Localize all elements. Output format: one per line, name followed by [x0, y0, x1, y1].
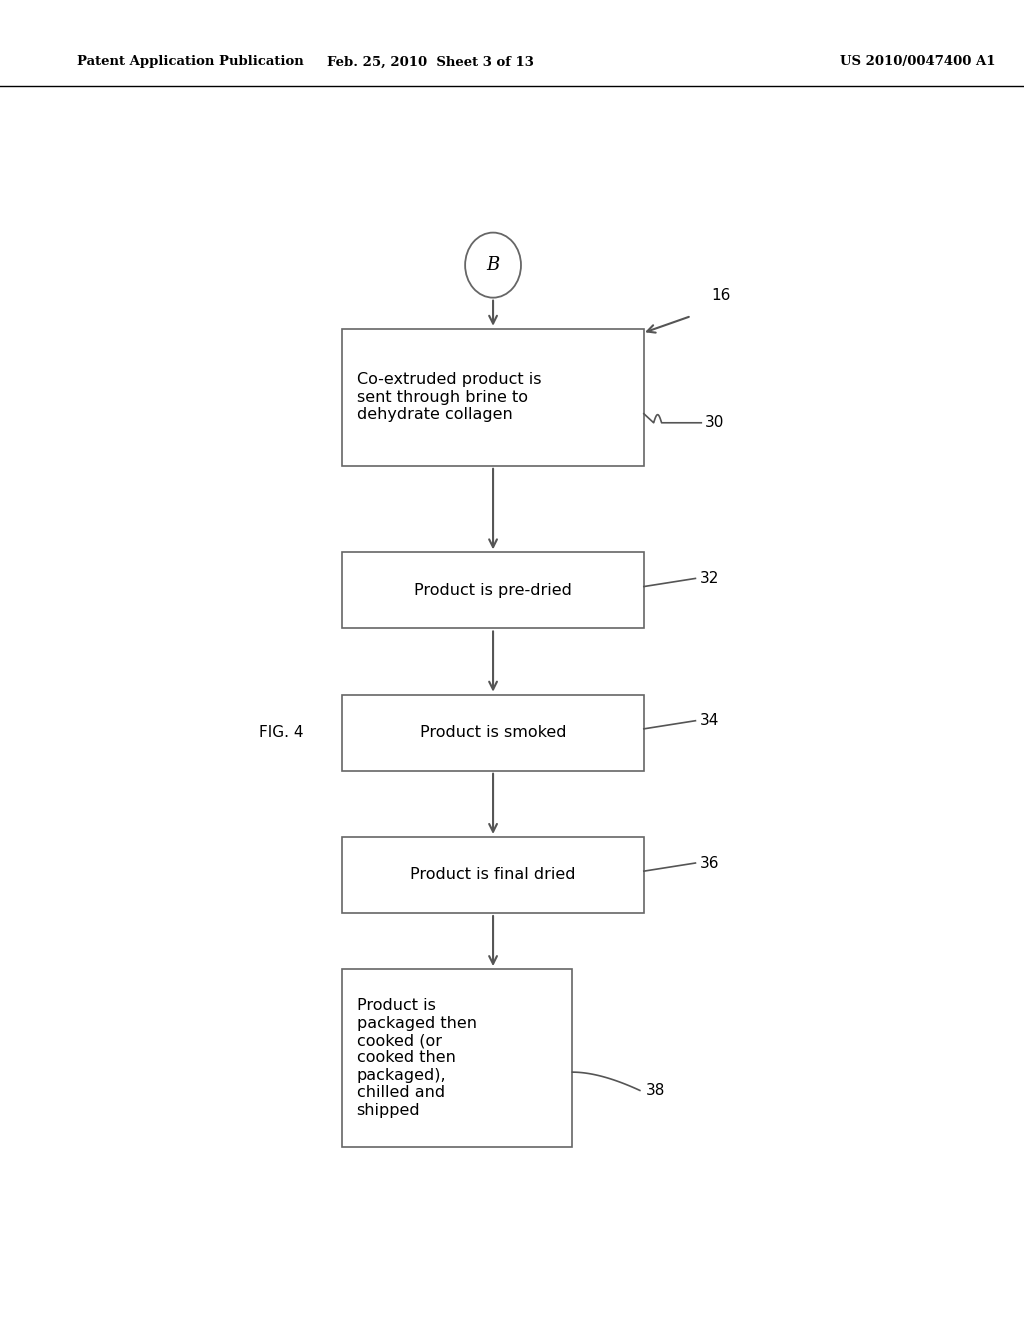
Text: 32: 32 — [700, 572, 720, 586]
Text: 30: 30 — [706, 416, 725, 430]
Text: Product is
packaged then
cooked (or
cooked then
packaged),
chilled and
shipped: Product is packaged then cooked (or cook… — [356, 998, 476, 1118]
Text: FIG. 4: FIG. 4 — [259, 725, 303, 741]
FancyBboxPatch shape — [342, 837, 644, 913]
FancyBboxPatch shape — [342, 694, 644, 771]
FancyBboxPatch shape — [342, 969, 572, 1147]
Text: 34: 34 — [700, 713, 720, 729]
Text: 38: 38 — [646, 1082, 666, 1098]
Text: B: B — [486, 256, 500, 275]
Text: 36: 36 — [700, 855, 720, 870]
FancyBboxPatch shape — [342, 552, 644, 628]
Text: Product is pre-dried: Product is pre-dried — [414, 583, 572, 598]
Text: Co-extruded product is
sent through brine to
dehydrate collagen: Co-extruded product is sent through brin… — [356, 372, 541, 422]
Text: Feb. 25, 2010  Sheet 3 of 13: Feb. 25, 2010 Sheet 3 of 13 — [327, 55, 534, 69]
FancyBboxPatch shape — [342, 329, 644, 466]
Text: Patent Application Publication: Patent Application Publication — [77, 55, 303, 69]
Text: 16: 16 — [712, 288, 731, 304]
Text: Product is smoked: Product is smoked — [420, 725, 566, 741]
Text: Product is final dried: Product is final dried — [411, 867, 575, 883]
Text: US 2010/0047400 A1: US 2010/0047400 A1 — [840, 55, 995, 69]
